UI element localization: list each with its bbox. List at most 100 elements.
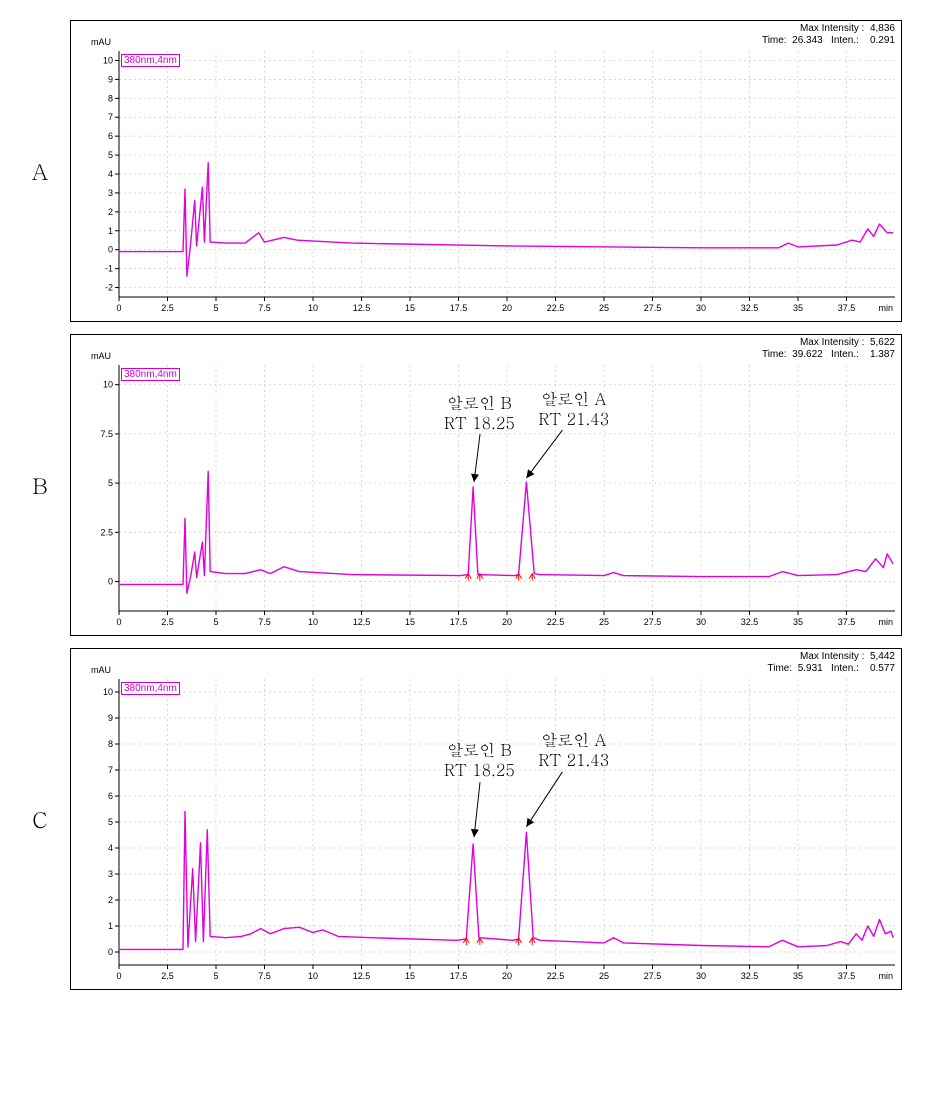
svg-text:12.5: 12.5	[353, 971, 371, 981]
svg-text:5: 5	[108, 150, 113, 160]
svg-text:12.5: 12.5	[353, 617, 371, 627]
svg-text:35: 35	[793, 617, 803, 627]
svg-text:8: 8	[108, 739, 113, 749]
svg-text:0: 0	[116, 971, 121, 981]
svg-text:27.5: 27.5	[644, 617, 662, 627]
svg-text:1: 1	[108, 226, 113, 236]
svg-text:0: 0	[108, 576, 113, 586]
svg-text:0: 0	[116, 303, 121, 313]
svg-text:7.5: 7.5	[258, 303, 271, 313]
chart-svg: 02.557.51012.51517.52022.52527.53032.535…	[71, 335, 901, 635]
panel-row-C: C Max Intensity : 5,442Time: 5.931 Inten.…	[10, 648, 942, 990]
svg-text:7: 7	[108, 765, 113, 775]
svg-text:15: 15	[405, 971, 415, 981]
svg-text:2: 2	[108, 895, 113, 905]
panel-label-A: A	[10, 156, 70, 187]
chromatogram-C: Max Intensity : 5,442Time: 5.931 Inten.:…	[70, 648, 902, 990]
svg-text:32.5: 32.5	[741, 303, 759, 313]
peak-annotation: 알로인 ART 21.43	[538, 730, 609, 770]
svg-text:17.5: 17.5	[450, 971, 468, 981]
svg-text:10: 10	[308, 617, 318, 627]
panel-label-C: C	[10, 804, 70, 835]
svg-text:10: 10	[103, 380, 113, 390]
svg-text:22.5: 22.5	[547, 617, 565, 627]
svg-text:4: 4	[108, 169, 113, 179]
panel-row-B: B Max Intensity : 5,622Time: 39.622 Inten…	[10, 334, 942, 636]
svg-text:9: 9	[108, 713, 113, 723]
svg-text:35: 35	[793, 971, 803, 981]
svg-text:7.5: 7.5	[258, 617, 271, 627]
svg-text:8: 8	[108, 93, 113, 103]
svg-text:5: 5	[213, 971, 218, 981]
svg-text:15: 15	[405, 303, 415, 313]
svg-text:25: 25	[599, 971, 609, 981]
chromatogram-B: Max Intensity : 5,622Time: 39.622 Inten.…	[70, 334, 902, 636]
svg-text:7.5: 7.5	[258, 971, 271, 981]
svg-text:20: 20	[502, 971, 512, 981]
svg-text:30: 30	[696, 303, 706, 313]
svg-text:2.5: 2.5	[161, 303, 174, 313]
svg-text:25: 25	[599, 617, 609, 627]
chart-svg: 02.557.51012.51517.52022.52527.53032.535…	[71, 649, 901, 989]
wavelength-badge: 380nm,4nm	[121, 54, 180, 67]
svg-text:min: min	[878, 617, 893, 627]
svg-text:0: 0	[108, 947, 113, 957]
chart-header-info: Max Intensity : 4,836Time: 26.343 Inten.…	[762, 23, 895, 47]
svg-text:27.5: 27.5	[644, 971, 662, 981]
svg-text:1: 1	[108, 921, 113, 931]
svg-text:37.5: 37.5	[838, 971, 856, 981]
svg-text:4: 4	[108, 843, 113, 853]
wavelength-badge: 380nm,4nm	[121, 368, 180, 381]
svg-text:37.5: 37.5	[838, 617, 856, 627]
chart-svg: 02.557.51012.51517.52022.52527.53032.535…	[71, 21, 901, 321]
svg-text:0: 0	[116, 617, 121, 627]
svg-text:30: 30	[696, 971, 706, 981]
svg-text:10: 10	[103, 687, 113, 697]
peak-annotation: 알로인 BRT 18.25	[444, 740, 515, 780]
svg-text:27.5: 27.5	[644, 303, 662, 313]
svg-text:5: 5	[108, 817, 113, 827]
svg-text:5: 5	[213, 617, 218, 627]
svg-text:20: 20	[502, 303, 512, 313]
svg-text:7: 7	[108, 112, 113, 122]
peak-annotation: 알로인 BRT 18.25	[444, 393, 515, 433]
svg-text:25: 25	[599, 303, 609, 313]
svg-text:2.5: 2.5	[161, 617, 174, 627]
svg-text:32.5: 32.5	[741, 971, 759, 981]
chromatogram-A: Max Intensity : 4,836Time: 26.343 Inten.…	[70, 20, 902, 322]
svg-text:-1: -1	[105, 264, 113, 274]
svg-text:30: 30	[696, 617, 706, 627]
svg-text:2.5: 2.5	[161, 971, 174, 981]
svg-text:0: 0	[108, 245, 113, 255]
svg-text:mAU: mAU	[91, 37, 111, 47]
peak-annotation: 알로인 ART 21.43	[538, 389, 609, 429]
svg-text:5: 5	[213, 303, 218, 313]
svg-text:17.5: 17.5	[450, 617, 468, 627]
svg-text:10: 10	[308, 303, 318, 313]
svg-text:2.5: 2.5	[100, 527, 113, 537]
svg-text:10: 10	[308, 971, 318, 981]
svg-text:12.5: 12.5	[353, 303, 371, 313]
chart-header-info: Max Intensity : 5,442Time: 5.931 Inten.:…	[768, 651, 895, 675]
svg-text:6: 6	[108, 791, 113, 801]
svg-text:min: min	[878, 303, 893, 313]
svg-text:15: 15	[405, 617, 415, 627]
svg-text:-2: -2	[105, 283, 113, 293]
panel-label-B: B	[10, 470, 70, 501]
svg-text:min: min	[878, 971, 893, 981]
svg-text:22.5: 22.5	[547, 303, 565, 313]
svg-text:5: 5	[108, 478, 113, 488]
svg-text:mAU: mAU	[91, 665, 111, 675]
svg-text:35: 35	[793, 303, 803, 313]
svg-text:22.5: 22.5	[547, 971, 565, 981]
svg-text:37.5: 37.5	[838, 303, 856, 313]
svg-text:7.5: 7.5	[100, 429, 113, 439]
svg-text:3: 3	[108, 188, 113, 198]
svg-text:20: 20	[502, 617, 512, 627]
svg-text:3: 3	[108, 869, 113, 879]
panel-row-A: A Max Intensity : 4,836Time: 26.343 Inten…	[10, 20, 942, 322]
chart-header-info: Max Intensity : 5,622Time: 39.622 Inten.…	[762, 337, 895, 361]
svg-text:17.5: 17.5	[450, 303, 468, 313]
svg-text:10: 10	[103, 55, 113, 65]
wavelength-badge: 380nm,4nm	[121, 682, 180, 695]
